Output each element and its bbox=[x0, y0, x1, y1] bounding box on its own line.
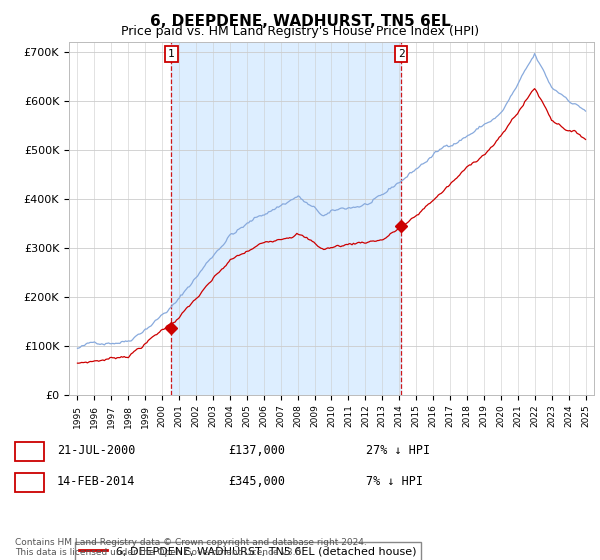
Text: 1: 1 bbox=[168, 49, 175, 59]
Bar bbox=[172, 42, 401, 395]
Text: 14-FEB-2014: 14-FEB-2014 bbox=[57, 475, 136, 488]
Text: Price paid vs. HM Land Registry's House Price Index (HPI): Price paid vs. HM Land Registry's House … bbox=[121, 25, 479, 38]
Legend: 6, DEEPDENE, WADHURST, TN5 6EL (detached house), HPI: Average price, detached ho: 6, DEEPDENE, WADHURST, TN5 6EL (detached… bbox=[74, 542, 421, 560]
Text: 1: 1 bbox=[26, 444, 33, 458]
Text: Contains HM Land Registry data © Crown copyright and database right 2024.
This d: Contains HM Land Registry data © Crown c… bbox=[15, 538, 367, 557]
Text: 21-JUL-2000: 21-JUL-2000 bbox=[57, 444, 136, 458]
Text: £137,000: £137,000 bbox=[228, 444, 285, 458]
Text: 2: 2 bbox=[398, 49, 404, 59]
Text: 6, DEEPDENE, WADHURST, TN5 6EL: 6, DEEPDENE, WADHURST, TN5 6EL bbox=[149, 14, 451, 29]
Text: £345,000: £345,000 bbox=[228, 475, 285, 488]
Text: 7% ↓ HPI: 7% ↓ HPI bbox=[366, 475, 423, 488]
Text: 2: 2 bbox=[26, 475, 33, 488]
Text: 27% ↓ HPI: 27% ↓ HPI bbox=[366, 444, 430, 458]
